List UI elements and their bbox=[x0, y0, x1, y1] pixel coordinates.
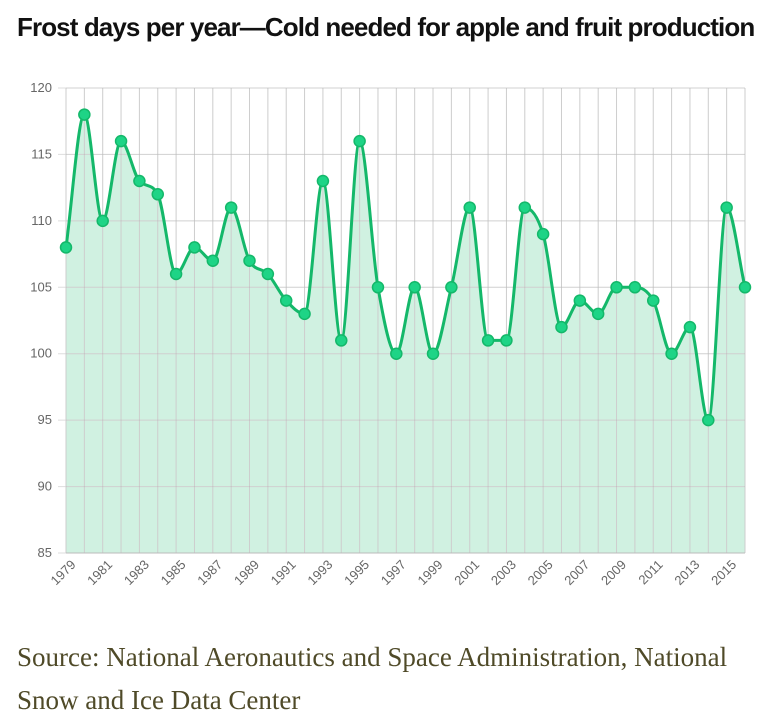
data-point bbox=[224, 201, 238, 214]
x-tick-label: 2009 bbox=[598, 557, 629, 588]
y-axis-tick-labels: 85 90 95 100 105 110 115 120 bbox=[30, 80, 52, 560]
data-point bbox=[536, 227, 550, 241]
data-point bbox=[114, 134, 128, 148]
x-tick-label: 1997 bbox=[378, 557, 409, 588]
x-tick-label: 2001 bbox=[451, 557, 482, 588]
y-tick-label: 115 bbox=[31, 146, 52, 161]
data-point bbox=[78, 108, 91, 121]
data-point bbox=[59, 241, 73, 254]
x-tick-label: 2015 bbox=[708, 557, 739, 588]
x-tick-label: 2013 bbox=[671, 557, 702, 588]
chart-title: Frost days per year—Cold needed for appl… bbox=[17, 12, 755, 42]
data-point bbox=[243, 254, 256, 267]
x-tick-label: 1993 bbox=[304, 557, 335, 588]
source-note: Source: National Aeronautics and Space A… bbox=[17, 642, 728, 715]
data-point bbox=[371, 281, 385, 294]
x-tick-label: 1981 bbox=[84, 557, 115, 588]
y-tick-label: 110 bbox=[31, 213, 52, 228]
x-tick-label: 1987 bbox=[194, 557, 225, 588]
y-tick-label: 120 bbox=[30, 80, 52, 95]
data-point bbox=[206, 254, 220, 267]
data-point bbox=[188, 241, 201, 254]
data-point bbox=[500, 334, 513, 347]
x-tick-label: 2003 bbox=[488, 557, 519, 588]
data-points bbox=[59, 108, 752, 427]
data-point bbox=[335, 334, 348, 347]
y-tick-label: 100 bbox=[30, 346, 52, 361]
data-point bbox=[353, 134, 366, 148]
grid-layer bbox=[58, 87, 746, 554]
area-fill bbox=[66, 114, 745, 554]
x-tick-label: 1989 bbox=[231, 557, 262, 588]
data-point bbox=[169, 267, 183, 281]
data-point bbox=[738, 281, 752, 294]
data-point bbox=[610, 281, 623, 294]
y-tick-label: 105 bbox=[30, 279, 52, 294]
data-point bbox=[555, 320, 568, 334]
data-point bbox=[390, 347, 403, 360]
x-tick-label: 1999 bbox=[415, 557, 446, 588]
x-tick-label: 1979 bbox=[47, 557, 78, 588]
x-tick-label: 2011 bbox=[635, 557, 665, 587]
data-point bbox=[408, 281, 421, 294]
data-point bbox=[316, 174, 330, 188]
x-tick-label: 1995 bbox=[341, 557, 372, 588]
data-point bbox=[133, 174, 146, 188]
data-point bbox=[261, 267, 275, 281]
data-point bbox=[96, 214, 109, 228]
data-point bbox=[279, 294, 293, 307]
x-tick-label: 2007 bbox=[561, 557, 592, 588]
data-point bbox=[481, 334, 495, 347]
data-point bbox=[702, 413, 715, 427]
data-point bbox=[463, 201, 476, 214]
data-point bbox=[298, 307, 311, 321]
x-axis-tick-labels: 1979 1981 1983 1985 1987 1989 1991 1993 1995 1997… bbox=[47, 557, 739, 588]
data-point bbox=[445, 281, 458, 294]
data-point bbox=[646, 294, 660, 307]
y-tick-label: 85 bbox=[38, 545, 52, 560]
x-tick-label: 1991 bbox=[268, 557, 299, 588]
data-point bbox=[591, 307, 605, 321]
x-tick-label: 1985 bbox=[158, 557, 189, 588]
data-point bbox=[683, 320, 697, 334]
y-tick-label: 95 bbox=[38, 412, 52, 427]
x-tick-label: 1983 bbox=[121, 557, 152, 588]
data-point bbox=[665, 347, 678, 360]
data-point bbox=[573, 294, 587, 307]
data-point bbox=[518, 201, 532, 214]
data-point bbox=[720, 201, 733, 214]
data-point bbox=[151, 188, 165, 201]
data-point bbox=[628, 281, 642, 294]
data-point bbox=[426, 347, 440, 360]
y-tick-label: 90 bbox=[38, 479, 52, 494]
x-tick-label: 2005 bbox=[525, 557, 556, 588]
